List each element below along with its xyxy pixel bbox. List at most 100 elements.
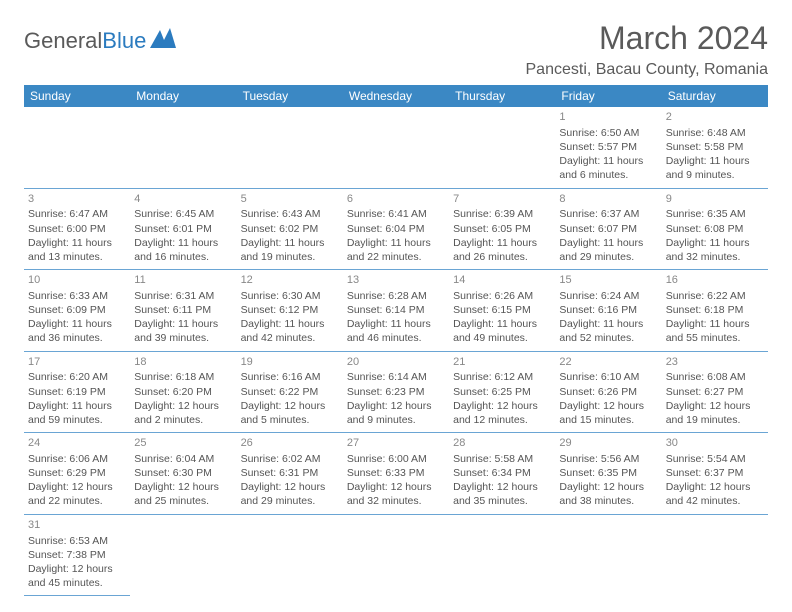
- calendar-day-cell: [130, 107, 236, 188]
- sunrise-text: Sunrise: 6:10 AM: [559, 370, 657, 384]
- day-number: 14: [453, 273, 551, 288]
- daylight-text: Daylight: 11 hours and 55 minutes.: [666, 317, 764, 345]
- day-number: 29: [559, 436, 657, 451]
- calendar-day-cell: [662, 514, 768, 596]
- sunset-text: Sunset: 7:38 PM: [28, 548, 126, 562]
- calendar-day-cell: [237, 107, 343, 188]
- day-number: 2: [666, 110, 764, 125]
- calendar-day-cell: [24, 107, 130, 188]
- day-number: 3: [28, 192, 126, 207]
- calendar-header-row: SundayMondayTuesdayWednesdayThursdayFrid…: [24, 85, 768, 107]
- calendar-week: 3Sunrise: 6:47 AMSunset: 6:00 PM Daylight…: [24, 188, 768, 270]
- calendar-day-cell: 20Sunrise: 6:14 AMSunset: 6:23 PMDayligh…: [343, 351, 449, 433]
- calendar-day-cell: 30Sunrise: 5:54 AMSunset: 6:37 PMDayligh…: [662, 433, 768, 515]
- daylight-text: Daylight: 11 hours and 39 minutes.: [134, 317, 232, 345]
- day-number: 1: [559, 110, 657, 125]
- sunrise-text: Sunrise: 6:35 AM: [666, 207, 764, 221]
- sunrise-text: Sunrise: 6:47 AM: [28, 207, 126, 221]
- sunrise-text: Sunrise: 5:58 AM: [453, 452, 551, 466]
- daylight-text: Daylight: 12 hours and 45 minutes.: [28, 562, 126, 590]
- daylight-text: Daylight: 11 hours and 29 minutes.: [559, 236, 657, 264]
- day-number: 20: [347, 355, 445, 370]
- day-number: 19: [241, 355, 339, 370]
- sunset-text: Sunset: 6:35 PM: [559, 466, 657, 480]
- calendar-day-cell: 13Sunrise: 6:28 AMSunset: 6:14 PMDayligh…: [343, 270, 449, 352]
- day-number: 31: [28, 518, 126, 533]
- sunrise-text: Sunrise: 5:54 AM: [666, 452, 764, 466]
- calendar-day-cell: 23Sunrise: 6:08 AMSunset: 6:27 PMDayligh…: [662, 351, 768, 433]
- calendar-day-cell: 28Sunrise: 5:58 AMSunset: 6:34 PMDayligh…: [449, 433, 555, 515]
- calendar-day-cell: 19Sunrise: 6:16 AMSunset: 6:22 PMDayligh…: [237, 351, 343, 433]
- sunrise-text: Sunrise: 5:56 AM: [559, 452, 657, 466]
- sunset-text: Sunset: 6:12 PM: [241, 303, 339, 317]
- daylight-text: Daylight: 11 hours and 52 minutes.: [559, 317, 657, 345]
- header: GeneralBlue March 2024 Pancesti, Bacau C…: [24, 20, 768, 79]
- month-title: March 2024: [526, 20, 769, 57]
- sunset-text: Sunset: 6:33 PM: [347, 466, 445, 480]
- day-number: 5: [241, 192, 339, 207]
- calendar-day-cell: 8Sunrise: 6:37 AMSunset: 6:07 PMDaylight…: [555, 188, 661, 270]
- day-number: 22: [559, 355, 657, 370]
- day-number: 28: [453, 436, 551, 451]
- sunset-text: Sunset: 6:19 PM: [28, 385, 126, 399]
- calendar-day-cell: 4Sunrise: 6:45 AMSunset: 6:01 PMDaylight…: [130, 188, 236, 270]
- calendar-day-cell: 16Sunrise: 6:22 AMSunset: 6:18 PMDayligh…: [662, 270, 768, 352]
- weekday-header: Tuesday: [237, 85, 343, 107]
- calendar-day-cell: [130, 514, 236, 596]
- sunrise-text: Sunrise: 6:14 AM: [347, 370, 445, 384]
- day-number: 10: [28, 273, 126, 288]
- day-number: 15: [559, 273, 657, 288]
- calendar-table: SundayMondayTuesdayWednesdayThursdayFrid…: [24, 85, 768, 596]
- calendar-day-cell: 31Sunrise: 6:53 AMSunset: 7:38 PMDayligh…: [24, 514, 130, 596]
- calendar-day-cell: 6Sunrise: 6:41 AMSunset: 6:04 PMDaylight…: [343, 188, 449, 270]
- sunrise-text: Sunrise: 6:45 AM: [134, 207, 232, 221]
- daylight-text: Daylight: 11 hours and 49 minutes.: [453, 317, 551, 345]
- daylight-text: Daylight: 11 hours and 6 minutes.: [559, 154, 657, 182]
- sunset-text: Sunset: 6:26 PM: [559, 385, 657, 399]
- calendar-day-cell: 26Sunrise: 6:02 AMSunset: 6:31 PMDayligh…: [237, 433, 343, 515]
- sunset-text: Sunset: 6:00 PM: [28, 222, 126, 236]
- sunrise-text: Sunrise: 6:53 AM: [28, 534, 126, 548]
- calendar-week: 24Sunrise: 6:06 AMSunset: 6:29 PMDayligh…: [24, 433, 768, 515]
- location: Pancesti, Bacau County, Romania: [526, 61, 769, 79]
- sunrise-text: Sunrise: 6:50 AM: [559, 126, 657, 140]
- weekday-header: Saturday: [662, 85, 768, 107]
- calendar-day-cell: 12Sunrise: 6:30 AMSunset: 6:12 PMDayligh…: [237, 270, 343, 352]
- sunset-text: Sunset: 6:09 PM: [28, 303, 126, 317]
- sunrise-text: Sunrise: 6:31 AM: [134, 289, 232, 303]
- day-number: 30: [666, 436, 764, 451]
- sunrise-text: Sunrise: 6:06 AM: [28, 452, 126, 466]
- calendar-day-cell: [237, 514, 343, 596]
- sunset-text: Sunset: 6:05 PM: [453, 222, 551, 236]
- calendar-day-cell: 22Sunrise: 6:10 AMSunset: 6:26 PMDayligh…: [555, 351, 661, 433]
- sunset-text: Sunset: 6:31 PM: [241, 466, 339, 480]
- day-number: 9: [666, 192, 764, 207]
- sunset-text: Sunset: 6:14 PM: [347, 303, 445, 317]
- logo-icon: [150, 28, 176, 54]
- calendar-day-cell: 7Sunrise: 6:39 AMSunset: 6:05 PMDaylight…: [449, 188, 555, 270]
- daylight-text: Daylight: 11 hours and 46 minutes.: [347, 317, 445, 345]
- daylight-text: Daylight: 12 hours and 22 minutes.: [28, 480, 126, 508]
- calendar-day-cell: [343, 107, 449, 188]
- sunset-text: Sunset: 5:57 PM: [559, 140, 657, 154]
- daylight-text: Daylight: 12 hours and 2 minutes.: [134, 399, 232, 427]
- weekday-header: Monday: [130, 85, 236, 107]
- day-number: 24: [28, 436, 126, 451]
- sunset-text: Sunset: 6:29 PM: [28, 466, 126, 480]
- sunset-text: Sunset: 6:02 PM: [241, 222, 339, 236]
- weekday-header: Sunday: [24, 85, 130, 107]
- sunset-text: Sunset: 6:04 PM: [347, 222, 445, 236]
- weekday-header: Wednesday: [343, 85, 449, 107]
- daylight-text: Daylight: 12 hours and 29 minutes.: [241, 480, 339, 508]
- sunrise-text: Sunrise: 6:22 AM: [666, 289, 764, 303]
- daylight-text: Daylight: 12 hours and 9 minutes.: [347, 399, 445, 427]
- daylight-text: Daylight: 11 hours and 32 minutes.: [666, 236, 764, 264]
- calendar-day-cell: 17Sunrise: 6:20 AMSunset: 6:19 PMDayligh…: [24, 351, 130, 433]
- weekday-header: Thursday: [449, 85, 555, 107]
- daylight-text: Daylight: 12 hours and 15 minutes.: [559, 399, 657, 427]
- daylight-text: Daylight: 12 hours and 42 minutes.: [666, 480, 764, 508]
- sunrise-text: Sunrise: 6:30 AM: [241, 289, 339, 303]
- day-number: 27: [347, 436, 445, 451]
- sunrise-text: Sunrise: 6:02 AM: [241, 452, 339, 466]
- daylight-text: Daylight: 12 hours and 5 minutes.: [241, 399, 339, 427]
